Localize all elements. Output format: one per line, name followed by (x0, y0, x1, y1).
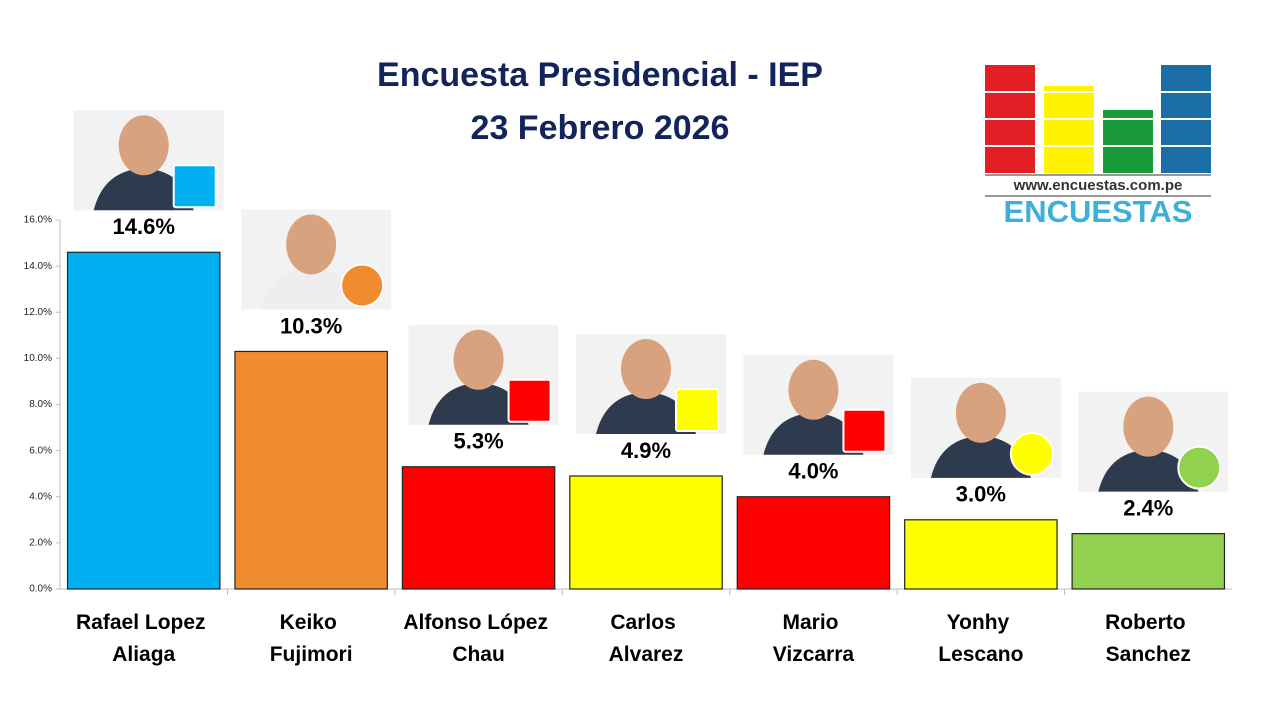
candidate-photo (73, 110, 224, 211)
party-logo (1177, 445, 1222, 490)
photo-head (788, 359, 839, 420)
candidate-photo (1078, 391, 1229, 492)
bar (569, 475, 723, 590)
bar (1071, 533, 1226, 590)
photo-body (763, 412, 864, 455)
candidate-photo (408, 324, 559, 425)
logo: www.encuestas.com.pe ENCUESTAS (985, 65, 1211, 229)
party-logo (340, 263, 385, 308)
logo-url: www.encuestas.com.pe (1013, 177, 1183, 194)
y-tick-label: 14.0% (24, 261, 52, 272)
y-tick-label: 10.0% (24, 353, 52, 364)
party-logo (675, 387, 719, 432)
bar (234, 350, 388, 590)
value-label: 2.4% (1123, 495, 1173, 520)
party-logo (507, 378, 552, 423)
photo-body (93, 168, 194, 211)
x-tick-label: Rafael Lopez Aliaga (76, 611, 211, 666)
y-tick-label: 0.0% (29, 584, 52, 595)
candidate-photo (241, 209, 392, 310)
x-tick-label: Roberto Sanchez (1105, 611, 1191, 666)
x-tick-label: Keiko Fujimori (270, 611, 353, 666)
y-tick-label: 6.0% (29, 445, 52, 456)
chart-subtitle: 23 Febrero 2026 (471, 109, 730, 147)
value-label: 10.3% (280, 313, 342, 338)
photo-head (1123, 396, 1174, 457)
y-tick-label: 16.0% (24, 215, 52, 226)
candidate-photo (910, 377, 1061, 478)
logo-bar (1044, 86, 1094, 173)
photo-body (261, 267, 362, 310)
y-tick-label: 4.0% (29, 491, 52, 502)
x-tick-label: Yonhy Lescano (938, 611, 1023, 666)
photo-head (955, 382, 1006, 443)
logo-name: ENCUESTAS (1004, 194, 1193, 229)
photo-head (118, 115, 169, 176)
bar (904, 519, 1058, 590)
bar (66, 251, 221, 590)
logo-bar (1103, 110, 1153, 173)
x-tick-label: Carlos Alvarez (609, 611, 684, 666)
candidate-photo (576, 333, 726, 434)
value-label: 3.0% (956, 482, 1006, 507)
logo-lines (985, 91, 1211, 147)
party-logo (1009, 431, 1054, 476)
value-label: 5.3% (453, 429, 503, 454)
party-logo (172, 164, 217, 209)
bar (736, 496, 891, 590)
photo-body (930, 435, 1031, 478)
party-logo (842, 408, 887, 453)
y-tick-label: 8.0% (29, 399, 52, 410)
candidate-photo (743, 354, 894, 455)
x-tick-label: Mario Vizcarra (773, 611, 855, 666)
chart-title: Encuesta Presidencial - IEP (377, 56, 823, 94)
photo-body (1098, 449, 1199, 492)
photo-head (621, 338, 671, 399)
photo-body (596, 391, 696, 434)
y-tick-label: 12.0% (24, 307, 52, 318)
photo-head (453, 329, 504, 390)
photo-head (286, 214, 337, 275)
photo-body (428, 382, 529, 425)
x-tick-label: Alfonso López Chau (403, 611, 554, 666)
value-label: 14.6% (113, 214, 175, 239)
y-tick-label: 2.0% (29, 538, 52, 549)
value-label: 4.9% (621, 438, 671, 463)
value-label: 4.0% (788, 459, 838, 484)
bar (401, 466, 556, 590)
